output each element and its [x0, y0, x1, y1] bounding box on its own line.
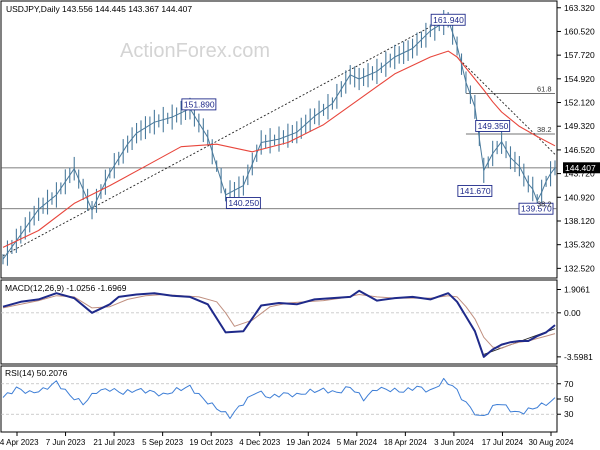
current-price-label: 144.407: [565, 163, 596, 173]
x-tick-label: 5 Sep 2023: [142, 438, 183, 447]
price-panel-frame: [0, 0, 558, 279]
rsi-panel-title: RSI(14) 50.2076: [5, 368, 68, 378]
price-guide-lines: [1, 16, 557, 257]
rsi-panel: RSI(14) 50.2076 70 50 30: [0, 365, 574, 433]
price-annotation-label: 161.940: [433, 15, 464, 25]
fib-level-label: 38.2: [537, 125, 552, 134]
rsi-y-axis: 70 50 30: [557, 379, 574, 419]
x-tick-label: 24 Apr 2023: [0, 438, 39, 447]
macd-panel-frame: [0, 279, 558, 365]
rsi-line: [2, 377, 556, 419]
rsi-series-layer: [2, 377, 556, 419]
price-y-tick-label: 140.920: [564, 192, 595, 202]
macd-panel: MACD(12,26,9) -1.0256 -1.6969 1.9061 0.00…: [0, 279, 593, 365]
macd-y-tick-label: 1.9061: [564, 284, 590, 294]
price-annotation-box: [181, 98, 217, 111]
current-price-box: [563, 162, 600, 174]
x-tick-label: 30 Aug 2024: [529, 438, 574, 447]
price-panel-title: USDJPY,Daily 143.556 144.445 143.367 144…: [6, 4, 192, 14]
price-annotation-box: [225, 197, 261, 209]
price-annotation-label: 149.350: [478, 121, 509, 131]
x-tick-label: 19 Jan 2024: [286, 438, 331, 447]
x-tick-label: 3 Jun 2024: [434, 438, 474, 447]
price-annotation-box: [430, 13, 466, 26]
trendline-rising: [2, 16, 449, 257]
rsi-y-tick-label: 50: [564, 394, 574, 404]
x-tick-label: 18 Apr 2024: [384, 438, 428, 447]
price-y-tick-label: 132.520: [564, 263, 595, 273]
x-tick-label: 7 Jun 2023: [46, 438, 86, 447]
price-y-tick-label: 146.520: [564, 145, 595, 155]
macd-line: [2, 289, 556, 358]
fib-level-label: 38.2: [537, 199, 552, 208]
price-y-tick-label: 152.120: [564, 98, 595, 108]
x-tick-label: 5 Mar 2024: [337, 438, 378, 447]
price-series-line: [2, 19, 556, 260]
macd-y-axis: 1.9061 0.00 -3.5981: [557, 284, 593, 362]
price-y-tick-label: 154.920: [564, 74, 595, 84]
rsi-y-tick-label: 30: [564, 409, 574, 419]
price-annotation-label: 141.670: [460, 186, 491, 196]
fib-level-label: 61.8: [537, 84, 552, 93]
macd-series-layer: [2, 289, 556, 358]
price-annotation-box: [475, 120, 511, 132]
price-y-axis: 163.320 160.520 157.720 154.920 152.120 149.3…: [557, 3, 595, 273]
macd-y-tick-label: -3.5981: [564, 352, 593, 362]
price-annotation-label: 151.890: [184, 99, 215, 109]
price-y-tick-label: 138.120: [564, 216, 595, 226]
price-y-tick-label: 163.320: [564, 3, 595, 13]
moving-average-line: [2, 50, 556, 248]
x-tick-label: 4 Dec 2023: [239, 438, 280, 447]
price-annotation-box: [518, 202, 554, 215]
price-annotation-label: 139.570: [521, 204, 552, 214]
current-price-marker: 144.407: [563, 162, 600, 174]
x-tick-label: 17 Jul 2024: [482, 438, 524, 447]
price-annotation-layer: 161.940 151.890 149.350 140.250 141.670 139.5…: [181, 13, 554, 215]
watermark: ActionForex.com: [120, 40, 270, 62]
price-annotation-box: [457, 184, 493, 197]
price-y-tick-label: 143.720: [564, 169, 595, 179]
x-tick-label: 21 Jul 2023: [93, 438, 135, 447]
price-y-tick-label: 149.320: [564, 121, 595, 131]
x-tick-label: 19 Oct 2023: [189, 438, 233, 447]
price-series-layer: [2, 10, 556, 266]
rsi-level-lines: [1, 383, 557, 415]
macd-y-tick-label: 0.00: [564, 308, 581, 318]
price-y-tick-label: 135.320: [564, 240, 595, 250]
price-annotation-label: 140.250: [228, 198, 259, 208]
price-y-tick-label: 157.720: [564, 50, 595, 60]
trendline-falling: [456, 56, 556, 155]
price-y-tick-label: 160.520: [564, 26, 595, 36]
x-axis: 24 Apr 2023 7 Jun 2023 21 Jul 2023 5 Sep 20…: [0, 432, 574, 447]
price-panel: ActionForex.com USDJPY,Daily 143.556 144…: [0, 0, 600, 279]
macd-panel-title: MACD(12,26,9) -1.0256 -1.6969: [5, 283, 127, 293]
macd-signal-line: [2, 294, 556, 349]
rsi-y-tick-label: 70: [564, 379, 574, 389]
